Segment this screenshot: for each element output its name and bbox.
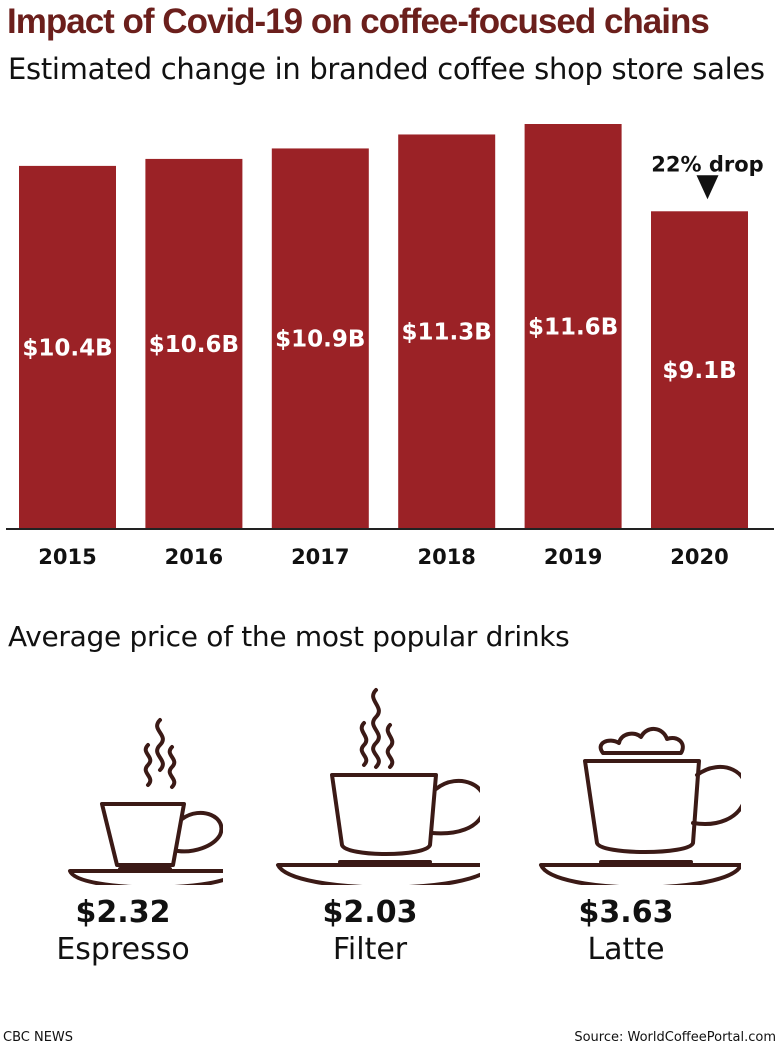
latte-cup-icon [539,727,741,885]
x-tick-label: 2016 [165,545,223,569]
bar-chart: $10.4B 2015 $10.6B 2016 $10.9B 2017 $11.3B 2018… [6,124,774,569]
publisher-credit: CBC NEWS [3,1030,74,1045]
bar-value-label: $10.6B [149,332,239,358]
bar-2020 [651,211,748,529]
bar-value-label: $9.1B [662,358,736,384]
drink-latte: $3.63 Latte [496,685,756,969]
drink-name: Latte [587,932,665,967]
bar-2018 [398,134,496,530]
bar-2016 [145,158,243,529]
drink-name: Espresso [56,932,190,967]
source-credit: Source: WorldCoffeePortal.com [574,1030,776,1045]
bar-value-label: $11.6B [528,315,618,341]
bar-2017 [271,148,369,530]
chart-title: Impact of Covid-19 on coffee-focused cha… [7,2,710,41]
bar-value-label: $10.4B [22,335,112,361]
bar-value-label: $11.3B [402,320,492,346]
x-tick-label: 2020 [670,545,728,569]
x-tick-label: 2019 [544,545,602,569]
x-tick-label: 2015 [38,545,96,569]
bar-value-label: $10.9B [275,327,365,353]
bar-2019 [524,124,622,529]
drop-annotation: 22% drop [651,152,763,176]
espresso-cup-icon [68,718,223,885]
drink-espresso: $2.32 Espresso [0,685,253,969]
price: $2.03 [322,895,418,930]
x-tick-label: 2017 [291,545,349,569]
filter-coffee-cup-icon [276,688,480,885]
chart-subtitle: Estimated change in branded coffee shop … [8,52,765,86]
price: $2.32 [75,895,171,930]
down-arrow-icon [696,175,719,200]
price: $3.63 [578,895,674,930]
drinks-section-title: Average price of the most popular drinks [8,620,570,653]
x-tick-label: 2018 [417,545,475,569]
drink-filter: $2.03 Filter [240,685,500,969]
drink-name: Filter [332,932,408,967]
bar-2015 [19,165,116,529]
